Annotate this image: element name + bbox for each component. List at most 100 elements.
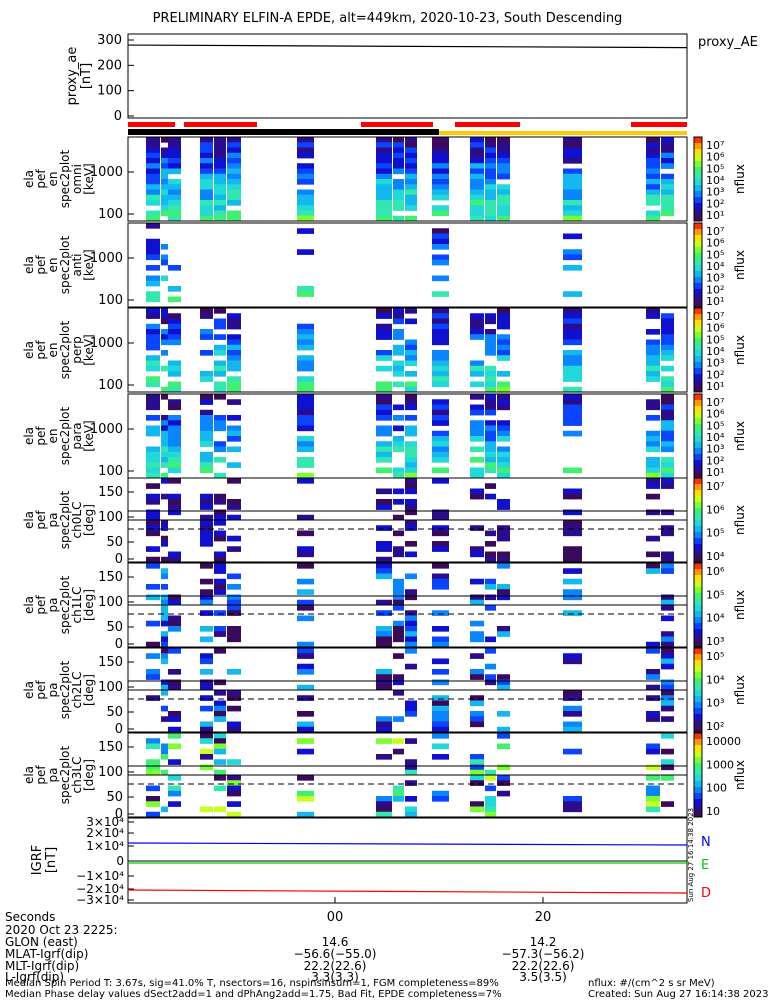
colorbar-segment — [694, 720, 702, 727]
colorbar-label: nflux — [733, 421, 747, 451]
spectrogram-cell — [376, 200, 392, 206]
spectrogram-cell — [168, 168, 181, 175]
spectrogram-cell — [214, 184, 226, 190]
spectrogram-cell — [497, 790, 510, 797]
spectrogram-cell — [470, 152, 484, 159]
igrf-ytick-label: 1×10⁴ — [86, 839, 124, 853]
ytick-label: 150 — [98, 655, 123, 670]
spectrogram-cell — [393, 215, 404, 222]
spectrogram-cell — [661, 318, 674, 325]
igrf-legend-E: E — [701, 858, 709, 873]
spectrogram-cell — [432, 158, 449, 164]
spectrogram-cell — [497, 551, 510, 558]
spectrogram-cell — [376, 334, 392, 340]
spectrogram-cell — [161, 584, 168, 590]
colorbar-segment — [694, 805, 702, 812]
spectrogram-cell — [200, 589, 213, 595]
colorbar-segment — [694, 702, 702, 709]
spectrogram-cell — [470, 754, 484, 760]
spectrogram-cell — [200, 334, 213, 340]
spectrogram-cell — [146, 189, 160, 196]
spectrogram-cell — [200, 499, 213, 505]
spectrogram-cell — [297, 711, 314, 717]
spectrogram-cell — [497, 339, 510, 346]
spectrogram-cell — [393, 147, 404, 154]
spectrogram-cell — [563, 200, 582, 206]
spectrogram-cell — [432, 700, 449, 707]
spectrogram-cell — [200, 467, 213, 474]
colorbar-tick-label: 10⁶ — [706, 565, 725, 578]
spectrogram-cell — [405, 467, 417, 474]
spectrogram-cell — [485, 483, 496, 489]
ytick-label: 100 — [98, 680, 123, 695]
spectrogram-cell — [432, 457, 449, 463]
spectrogram-cell — [146, 173, 160, 180]
spectrogram-cell — [661, 355, 674, 361]
spectrogram-cell — [146, 280, 160, 287]
spectrogram-cell — [297, 436, 314, 442]
spectrogram-cell — [146, 365, 160, 372]
spectrogram-cell — [297, 168, 314, 175]
spectrogram-cell — [393, 488, 404, 495]
spectrogram-cell — [168, 684, 181, 691]
spectrogram-cell — [563, 179, 582, 185]
spectrogram-cell — [297, 775, 314, 781]
spectrogram-cell — [168, 451, 181, 458]
spectrogram-cell — [297, 194, 314, 201]
spectrogram-cell — [200, 530, 213, 537]
spectrogram-cell — [661, 478, 674, 484]
spectrogram-cell — [470, 323, 484, 330]
colorbar-tick-label: 10⁴ — [706, 612, 725, 625]
spectrogram-cell — [661, 205, 674, 211]
spectrogram-cell — [563, 142, 582, 148]
spectrogram-cell — [161, 648, 168, 654]
panel-ylabel: [keV] — [82, 249, 96, 280]
spectrogram-cell — [376, 355, 392, 361]
spectrogram-cell — [485, 163, 496, 169]
spectrogram-cell — [200, 563, 213, 569]
spectrogram-cell — [297, 355, 314, 361]
spectrogram-cell — [227, 785, 241, 792]
spectrogram-cell — [393, 446, 404, 453]
spectrogram-cell — [227, 168, 241, 175]
spectrogram-cell — [200, 205, 213, 211]
spectrogram-cell — [485, 404, 496, 411]
spectrogram-cell — [200, 535, 213, 542]
colorbar-segment — [694, 629, 702, 636]
spectrogram-cell — [393, 142, 404, 148]
spectrogram-cell — [405, 631, 417, 637]
colorbar-tick-label: 10⁵ — [706, 162, 724, 175]
panel-en-anti — [127, 222, 703, 308]
spectrogram-cell — [146, 323, 160, 330]
spectrogram-cell — [470, 493, 484, 500]
spectrogram-cell — [297, 386, 314, 393]
spectrogram-cell — [214, 147, 226, 154]
colorbar-segment — [694, 374, 702, 381]
spectrogram-cell — [146, 334, 160, 340]
spectrogram-cell — [168, 551, 181, 558]
spectrogram-cell — [405, 457, 417, 463]
spectrogram-cell — [297, 142, 314, 148]
spectrogram-cell — [405, 705, 417, 712]
spectrogram-cell — [146, 308, 160, 314]
colorbar-segment — [694, 478, 702, 485]
spectrogram-cell — [646, 478, 660, 484]
spectrogram-cell — [376, 467, 392, 474]
spectrogram-cell — [227, 546, 241, 552]
spectrogram-cell — [432, 173, 449, 180]
spectrogram-cell — [497, 147, 510, 154]
spectrogram-cell — [661, 344, 674, 351]
spectrogram-cell — [393, 152, 404, 159]
ytick-label: 1000 — [90, 165, 123, 180]
spectrogram-cell — [146, 811, 160, 818]
spectrogram-cell — [214, 648, 226, 654]
spectrogram-cell — [168, 142, 181, 148]
spectrogram-cell — [393, 499, 404, 505]
colorbar-tick-label: 10⁷ — [706, 310, 724, 323]
spectrogram-cell — [646, 467, 660, 474]
colorbar-segment — [694, 775, 702, 782]
spectrogram-cell — [497, 457, 510, 463]
spectrogram-cell — [563, 488, 582, 495]
spectrogram-cell — [168, 313, 181, 319]
spectrogram-cell — [661, 415, 674, 421]
